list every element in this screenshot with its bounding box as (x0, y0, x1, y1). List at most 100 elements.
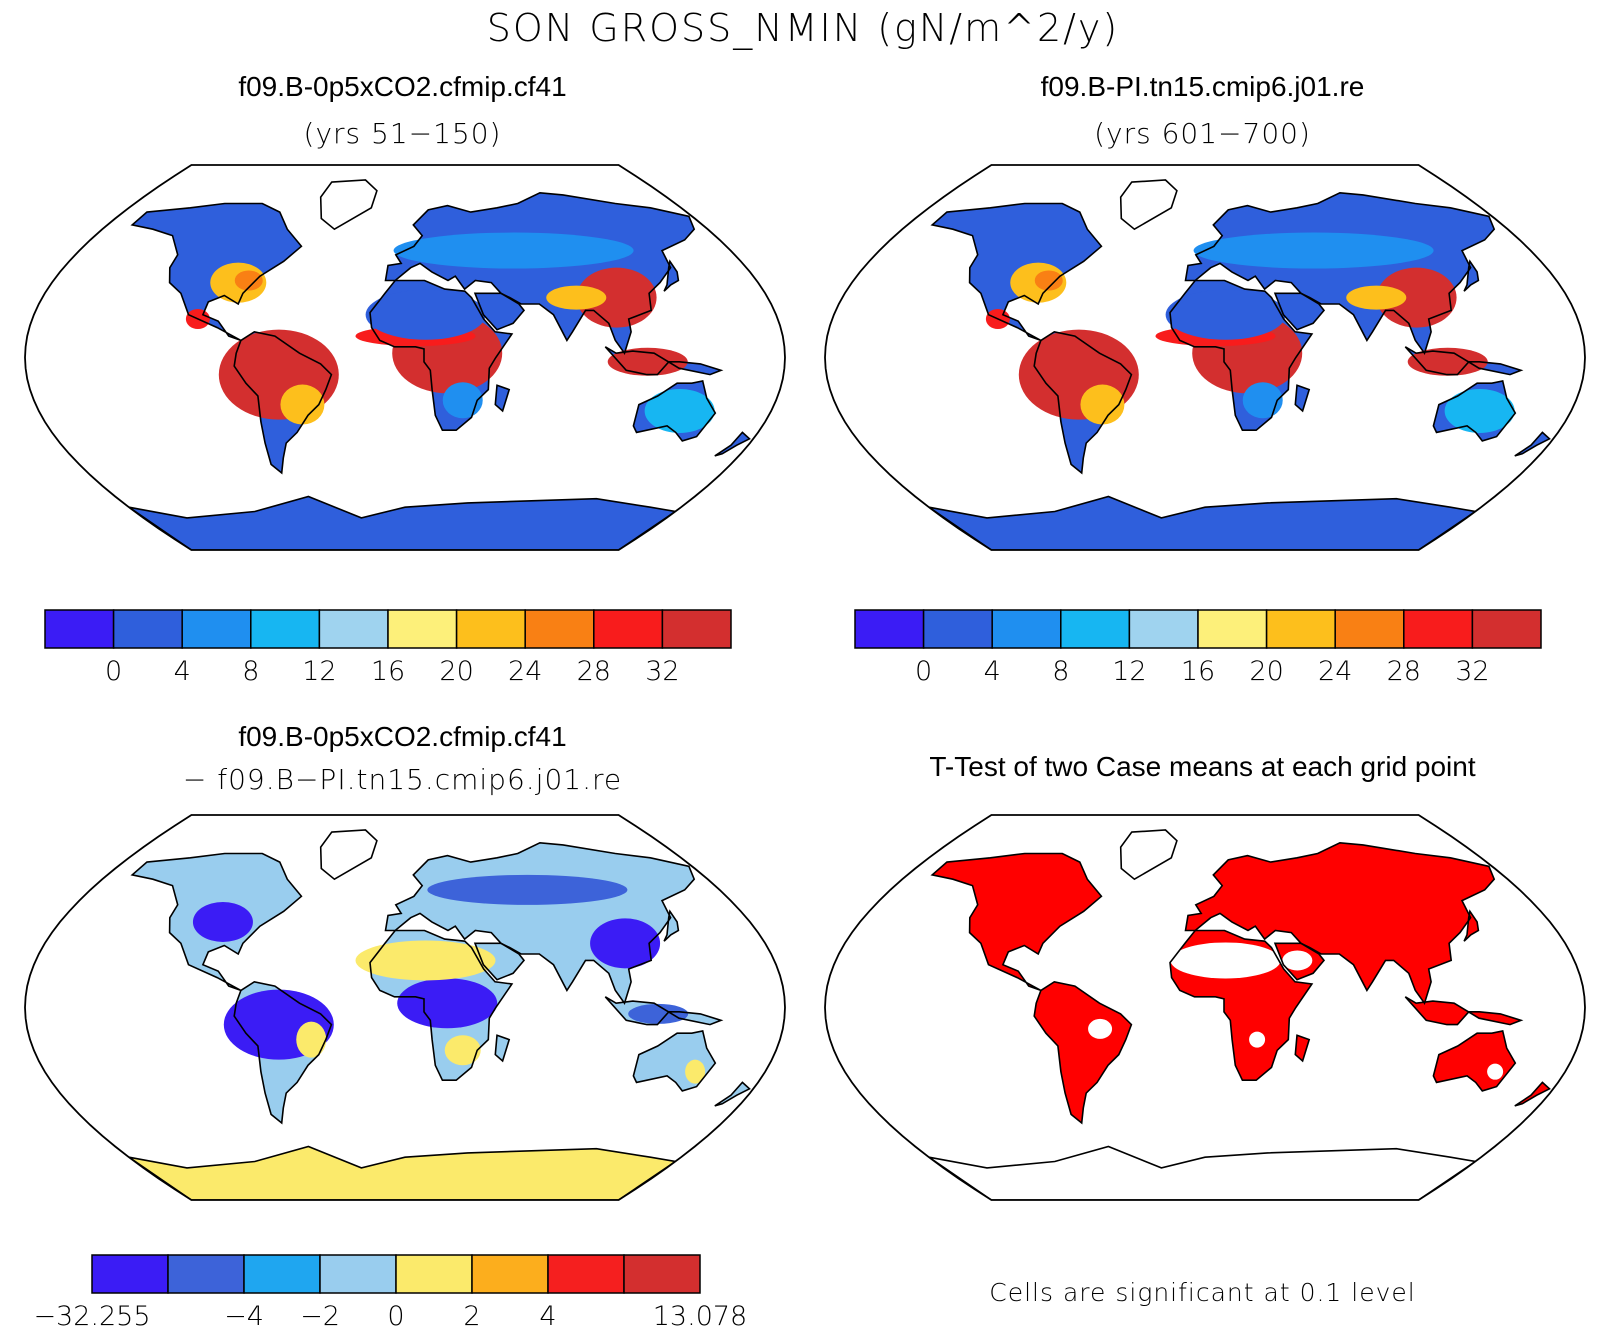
colorbar-swatch (243, 1254, 321, 1294)
data-region (1170, 942, 1281, 979)
land-antarctica (128, 496, 676, 550)
coastline-seAsiaIslands (1404, 996, 1524, 1026)
colorbar-tick-label: 16 (371, 656, 405, 687)
coastline-africa (369, 929, 514, 1082)
colorbar-tick-label: −32.255 (33, 1301, 150, 1327)
land-madagascar (1295, 1035, 1310, 1061)
map-panel-4 (824, 814, 1586, 1201)
coastline-seAsiaIslands (604, 996, 724, 1026)
data-region (1249, 1031, 1266, 1048)
data-region (546, 285, 607, 310)
data-region (442, 382, 483, 419)
panel-3-title: f09.B-0p5xCO2.cfmip.cf41 (238, 721, 567, 752)
colorbar-tick-label: 8 (242, 656, 259, 687)
coastline-japan (1463, 909, 1480, 942)
land-greenland (1120, 180, 1177, 230)
coastline-northAmerica (130, 852, 303, 992)
coastline-greenland (319, 179, 378, 231)
coastline-madagascar (1294, 384, 1311, 413)
coastline-northAmerica (130, 202, 303, 342)
colorbar-swatch (112, 609, 183, 649)
coastline-eurasia (1184, 841, 1496, 1005)
colorbar-swatch (1060, 609, 1131, 649)
coastline-seAsiaIslands (604, 346, 724, 376)
colorbar-tick-label: 24 (508, 656, 542, 687)
data-region (607, 347, 688, 376)
colorbar-swatch (1128, 609, 1199, 649)
colorbar-tick-label: 8 (1052, 656, 1069, 687)
data-region (1407, 347, 1488, 376)
colorbar-swatch (547, 1254, 625, 1294)
figure-title: SON GROSS_NMIN (gN/m^2/y) (486, 6, 1120, 50)
data-region (644, 388, 715, 433)
panel-2-title: f09.B-PI.tn15.cmip6.j01.re (1040, 71, 1365, 102)
coastline-southAmerica (233, 330, 333, 475)
land-northAmerica (932, 853, 1102, 991)
coastline-seAsiaIslands (1404, 346, 1524, 376)
coastline-africa (369, 279, 514, 432)
colorbar-swatch (1197, 609, 1268, 649)
colorbar-swatch (318, 609, 389, 649)
colorbar-swatch (1334, 609, 1405, 649)
colorbar-tick-label: 0 (105, 656, 122, 687)
data-region (192, 901, 253, 942)
map-panel-3 (24, 814, 786, 1201)
colorbar-swatch (44, 609, 115, 649)
colorbar-tick-label: 32 (1455, 656, 1489, 687)
coastline-nz (714, 1081, 751, 1107)
panel-3-subtitle: − f09.B−PI.tn15.cmip6.j01.re (182, 763, 623, 796)
colorbar-tick-label: 12 (1112, 656, 1146, 687)
coastline-arabia (473, 942, 526, 981)
coastline-australia (1432, 1030, 1517, 1092)
colorbar-swatch (661, 609, 732, 649)
coastline-northAmerica (930, 202, 1103, 342)
data-region (427, 874, 628, 905)
data-region (628, 1003, 689, 1024)
map-frame (824, 164, 1586, 551)
colorbar-panel-3: −32.255 −4 −2 0 2 4 13.078 (33, 1254, 747, 1327)
data-region (1282, 950, 1313, 971)
coastline-africa (1169, 929, 1314, 1082)
colorbar-swatch (319, 1254, 397, 1294)
land-madagascar (495, 1035, 510, 1061)
colorbar-swatch (1403, 609, 1474, 649)
coastline-greenland (1119, 829, 1178, 881)
colorbar-swatch (991, 609, 1062, 649)
colorbar-tick-label: 2 (463, 1301, 480, 1327)
coastline-arabia (1273, 942, 1326, 981)
coastline-japan (663, 909, 680, 942)
map-panel-1 (24, 164, 786, 551)
colorbar-tick-label: 24 (1318, 656, 1352, 687)
colorbar-panel-1: 0 4 8 12 16 20 24 28 32 (44, 609, 732, 687)
coastline-eurasia (1184, 191, 1496, 355)
data-region (1242, 382, 1283, 419)
colorbar-tick-label: 4 (174, 656, 191, 687)
data-region (1165, 289, 1286, 340)
land-southAmerica (1034, 981, 1132, 1123)
data-region (355, 940, 496, 981)
land-arabia (475, 293, 524, 330)
land-antarctica (928, 496, 1476, 550)
data-region (234, 270, 263, 291)
colorbar-tick-label: −2 (300, 1301, 340, 1327)
land-greenland (1120, 830, 1177, 880)
colorbar-tick-label: 20 (439, 656, 473, 687)
map-frame (24, 164, 786, 551)
colorbar-swatch (395, 1254, 473, 1294)
colorbar-swatch (455, 609, 526, 649)
map-panel-2 (824, 164, 1586, 551)
colorbar-swatch (181, 609, 252, 649)
colorbar-swatch (922, 609, 993, 649)
colorbar-tick-label: 12 (302, 656, 336, 687)
coastline-greenland (1119, 179, 1178, 231)
coastline-nz (1514, 1081, 1551, 1107)
land-antarctica (928, 1146, 1476, 1200)
coastline-madagascar (494, 1034, 511, 1063)
data-region (1034, 270, 1063, 291)
coastline-nz (714, 431, 751, 457)
colorbar-tick-label: 16 (1181, 656, 1215, 687)
colorbar-tick-label: 0 (915, 656, 932, 687)
coastline-arabia (1273, 292, 1326, 331)
coastline-madagascar (1294, 1034, 1311, 1063)
colorbar-tick-label: 32 (645, 656, 679, 687)
